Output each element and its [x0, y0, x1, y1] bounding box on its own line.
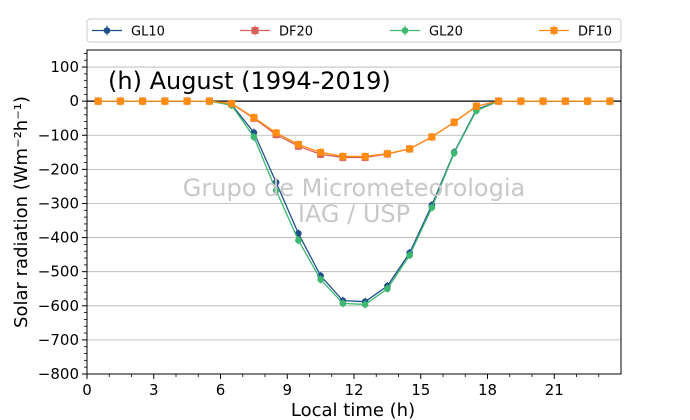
legend-marker	[251, 27, 259, 34]
y-tick-label: −400	[38, 229, 79, 247]
data-point	[272, 179, 280, 186]
data-point	[116, 97, 124, 105]
data-point	[228, 100, 236, 108]
x-tick-label: 6	[216, 381, 226, 399]
series-layer	[94, 97, 614, 309]
data-point	[561, 97, 569, 105]
data-point	[406, 145, 414, 153]
data-point	[539, 97, 547, 105]
x-tick-label: 21	[545, 381, 564, 399]
watermark-line: IAG / USP	[298, 200, 410, 228]
legend: GL10 DF20 GL20 DF10	[86, 18, 622, 43]
data-point	[205, 97, 213, 105]
data-point	[406, 252, 413, 259]
x-tick-label: 3	[149, 381, 159, 399]
x-tick-label: 15	[411, 381, 430, 399]
y-tick-label: −700	[38, 331, 79, 349]
y-tick-label: −800	[38, 365, 79, 383]
data-point	[250, 133, 258, 141]
data-point	[139, 97, 147, 105]
series-df20	[94, 97, 614, 162]
x-tick-label: 9	[282, 381, 292, 399]
chart-title: (h) August (1994-2019)	[108, 67, 391, 95]
y-tick-label: −600	[38, 297, 79, 315]
y-axis-title: Solar radiation (Wm⁻²h⁻¹)	[11, 96, 32, 328]
x-tick-label: 0	[82, 381, 92, 399]
series-line-df10	[98, 100, 610, 158]
data-point	[295, 237, 302, 244]
data-point	[517, 97, 525, 105]
y-tick-label: 0	[69, 92, 79, 110]
legend-label: DF20	[279, 25, 313, 40]
data-point	[383, 150, 391, 158]
data-point	[317, 148, 325, 156]
x-axis-title: Local time (h)	[291, 400, 415, 420]
series-df10	[94, 97, 614, 161]
data-point	[428, 204, 436, 211]
legend-item-gl10: GL10	[92, 25, 165, 40]
legend-label: DF10	[578, 25, 612, 40]
x-axis: 0 3 6 9 12 15 18 21	[82, 374, 600, 399]
x-tick-label: 18	[478, 381, 497, 399]
legend-item-df10: DF10	[539, 25, 612, 40]
data-point	[183, 97, 191, 105]
y-tick-label: −300	[38, 194, 79, 212]
data-point	[361, 301, 369, 308]
watermark-line: Grupo de Micrometeorologia	[183, 174, 525, 202]
y-tick-label: −200	[38, 160, 79, 178]
data-point	[339, 152, 347, 160]
series-line-df20	[98, 100, 610, 159]
data-point	[384, 285, 391, 293]
legend-label: GL10	[131, 25, 165, 40]
data-point	[294, 140, 302, 148]
data-point	[584, 97, 592, 105]
data-point	[428, 133, 436, 141]
data-point	[606, 97, 614, 105]
x-tick-label: 12	[344, 381, 363, 399]
y-tick-label: 100	[50, 58, 79, 76]
data-point	[450, 149, 458, 157]
legend-marker	[550, 27, 558, 34]
y-tick-label: −500	[38, 263, 79, 281]
data-point	[339, 300, 347, 307]
data-point	[161, 97, 169, 105]
legend-box	[86, 18, 622, 43]
legend-item-df20: DF20	[240, 25, 313, 40]
data-point	[272, 129, 280, 137]
y-axis: −800 −700 −600 −500 −400 −300 −200 −100 0 100	[38, 53, 87, 383]
data-point	[450, 118, 458, 126]
data-point	[94, 97, 102, 105]
data-point	[472, 102, 480, 110]
legend-marker	[103, 27, 111, 34]
y-tick-label: −100	[38, 126, 79, 144]
legend-marker	[401, 27, 409, 34]
legend-item-gl20: GL20	[390, 25, 463, 40]
data-point	[317, 276, 324, 283]
data-point	[495, 97, 503, 105]
data-point	[361, 152, 369, 160]
data-point	[272, 187, 280, 194]
data-point	[250, 114, 258, 122]
legend-label: GL20	[429, 25, 463, 40]
